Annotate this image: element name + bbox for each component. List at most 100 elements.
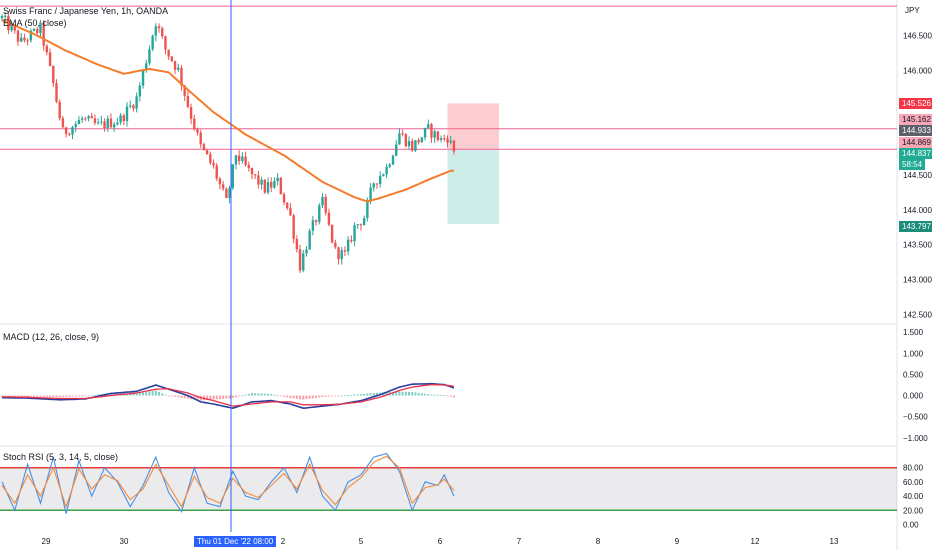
- candle-body: [170, 56, 174, 62]
- price-tick-label: 146.500: [903, 31, 932, 40]
- candle-body: [289, 208, 292, 216]
- macd-histogram-bar: [247, 393, 250, 396]
- candle-body: [157, 26, 161, 29]
- candle-body: [64, 127, 68, 134]
- candle-body: [0, 16, 4, 18]
- macd-histogram-bar: [49, 395, 52, 397]
- candle-body: [100, 121, 103, 123]
- candle-body: [212, 162, 215, 166]
- macd-histogram-bar: [276, 395, 279, 397]
- macd-histogram-bar: [7, 395, 10, 397]
- candle-body: [42, 22, 45, 46]
- candle-body: [343, 250, 347, 252]
- stoch-band: [0, 467, 897, 511]
- macd-histogram-bar: [366, 393, 369, 396]
- stoch-tick-label: 0.00: [903, 520, 919, 529]
- candle-body: [215, 165, 218, 179]
- macd-histogram-bar: [411, 392, 414, 396]
- candle-body: [80, 118, 84, 121]
- macd-histogram-bar: [273, 394, 276, 396]
- macd-histogram-bar: [433, 394, 436, 396]
- candle-body: [282, 194, 286, 203]
- macd-tick-label: 1.000: [903, 349, 924, 358]
- candle-body: [263, 179, 267, 193]
- macd-histogram-bar: [1, 395, 3, 397]
- candle-body: [337, 247, 340, 260]
- macd-histogram-bar: [65, 395, 68, 397]
- macd-histogram-bar: [113, 393, 116, 396]
- candle-body: [196, 129, 199, 133]
- candle-body: [164, 36, 167, 50]
- macd-histogram-bar: [180, 395, 183, 398]
- macd-histogram-bar: [183, 395, 186, 399]
- macd-histogram-bar: [238, 395, 241, 397]
- candle-body: [10, 26, 13, 31]
- candle-body: [103, 121, 106, 129]
- candle-body: [276, 177, 279, 182]
- macd-histogram-bar: [177, 395, 180, 398]
- candle-body: [96, 122, 100, 124]
- macd-histogram-bar: [347, 395, 350, 396]
- price-tick-label: 146.000: [903, 66, 932, 75]
- macd-histogram-bar: [408, 391, 411, 396]
- macd-histogram-bar: [142, 392, 145, 396]
- macd-line: [2, 382, 455, 410]
- macd-histogram-bar: [308, 395, 311, 399]
- macd-histogram-bar: [430, 394, 433, 396]
- macd-histogram-bar: [218, 395, 221, 400]
- candle-body: [125, 106, 129, 122]
- macd-histogram-bar: [58, 395, 61, 398]
- macd-histogram-bar: [23, 395, 26, 397]
- macd-histogram-bar: [270, 394, 273, 396]
- current-price-tag: 144.933: [899, 125, 932, 136]
- macd-histogram-bar: [33, 395, 36, 397]
- candle-body: [71, 127, 74, 135]
- macd-histogram-bar: [244, 394, 247, 396]
- macd-histogram-bar: [174, 395, 177, 397]
- macd-histogram-bar: [228, 395, 231, 399]
- macd-histogram-bar: [196, 395, 199, 401]
- macd-histogram-bar: [164, 394, 167, 396]
- candle-body: [39, 22, 42, 34]
- macd-histogram-bar: [158, 391, 161, 396]
- macd-histogram-bar: [26, 395, 29, 397]
- candle-body: [231, 164, 234, 188]
- macd-histogram-bar: [286, 395, 289, 398]
- candle-body: [221, 184, 225, 189]
- candle-body: [346, 239, 350, 252]
- candle-body: [48, 52, 52, 66]
- macd-histogram-bar: [353, 394, 356, 396]
- macd-histogram-bar: [420, 393, 423, 396]
- candle-body: [382, 174, 385, 177]
- candle-body: [234, 155, 238, 165]
- candle-body: [145, 63, 148, 71]
- candle-body: [87, 116, 90, 119]
- target-price-tag: 145.526: [899, 98, 932, 109]
- macd-histogram-bar: [363, 393, 366, 396]
- macd-histogram-bar: [436, 394, 439, 396]
- macd-label: MACD (12, 26, close, 9): [3, 332, 100, 342]
- macd-histogram-bar: [39, 395, 42, 397]
- stoch-label: Stoch RSI (5, 3, 14, 5, close): [3, 452, 119, 462]
- candle-body: [270, 182, 273, 188]
- macd-histogram-bar: [222, 395, 225, 399]
- candle-body: [225, 188, 228, 199]
- candle-body: [372, 183, 375, 188]
- candle-body: [452, 140, 456, 152]
- candle-body: [250, 167, 254, 175]
- macd-histogram-bar: [417, 392, 420, 396]
- stop-price-tag: 143.797: [899, 221, 932, 232]
- candle-body: [52, 65, 55, 84]
- macd-histogram-bar: [385, 392, 388, 396]
- macd-histogram-bar: [161, 393, 164, 396]
- candle-body: [401, 133, 404, 135]
- macd-tick-label: 0.500: [903, 370, 924, 379]
- macd-histogram-bar: [356, 394, 359, 396]
- macd-histogram-bar: [151, 390, 154, 396]
- macd-histogram-bar: [4, 395, 7, 397]
- macd-histogram-bar: [206, 395, 209, 401]
- candle-body: [298, 249, 302, 271]
- position-target-zone: [447, 103, 499, 150]
